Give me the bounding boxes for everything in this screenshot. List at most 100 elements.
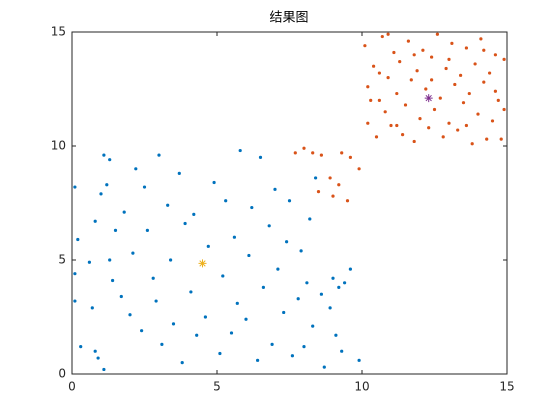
point	[111, 278, 115, 283]
point	[374, 135, 379, 139]
point	[409, 78, 413, 82]
point	[348, 155, 352, 159]
point	[131, 251, 135, 255]
point	[383, 110, 387, 114]
point	[218, 351, 222, 356]
plot-box	[71, 31, 508, 375]
point	[142, 185, 147, 189]
point	[450, 41, 454, 46]
point	[247, 253, 251, 258]
point	[96, 356, 100, 360]
point	[392, 50, 396, 55]
point	[287, 199, 292, 203]
point	[206, 244, 210, 248]
point	[377, 98, 381, 102]
point	[232, 235, 236, 239]
point	[285, 240, 289, 244]
point	[93, 219, 97, 223]
point	[415, 69, 419, 73]
point	[322, 365, 326, 369]
point	[258, 155, 263, 159]
point	[464, 123, 468, 128]
point	[102, 153, 106, 157]
point	[459, 73, 463, 77]
point	[154, 299, 158, 303]
point	[485, 137, 489, 141]
point	[221, 274, 225, 278]
point	[453, 82, 457, 87]
point	[473, 62, 477, 66]
point	[430, 78, 434, 82]
point	[464, 46, 468, 50]
point	[432, 107, 437, 112]
point	[203, 315, 207, 319]
point	[395, 91, 399, 96]
chart-title: 结果图	[269, 11, 308, 26]
point	[256, 358, 260, 362]
point	[456, 128, 460, 132]
point	[169, 258, 173, 262]
point	[444, 66, 448, 71]
y-tick-label: 5	[58, 253, 66, 267]
x-tick-label: 10	[354, 380, 369, 394]
point	[250, 205, 254, 210]
point	[79, 345, 83, 349]
point	[435, 32, 439, 36]
point	[418, 117, 422, 121]
centroid	[198, 259, 207, 268]
point	[357, 358, 361, 362]
point	[102, 367, 106, 372]
point	[128, 313, 132, 317]
point	[305, 281, 309, 285]
point	[421, 48, 425, 52]
x-tick-label: 0	[68, 380, 76, 394]
point	[282, 310, 286, 315]
point	[93, 349, 97, 353]
point	[183, 221, 187, 226]
point	[90, 306, 94, 310]
point	[319, 153, 323, 157]
point	[389, 123, 393, 128]
point	[372, 64, 376, 68]
point	[235, 301, 239, 305]
point	[398, 60, 402, 64]
point	[273, 187, 277, 191]
point	[340, 151, 344, 155]
point	[180, 361, 184, 365]
y-tick-label: 10	[51, 139, 66, 153]
point	[296, 297, 300, 301]
point	[502, 107, 506, 112]
point	[337, 183, 341, 187]
point	[493, 53, 497, 57]
point	[337, 285, 341, 289]
point	[438, 96, 442, 100]
point	[447, 57, 451, 61]
point	[366, 85, 370, 89]
point	[476, 112, 480, 116]
point	[299, 249, 303, 253]
point	[171, 322, 176, 326]
point	[363, 44, 367, 48]
point	[238, 148, 242, 153]
point	[430, 55, 434, 59]
point	[290, 354, 294, 358]
point	[316, 190, 321, 194]
point	[122, 210, 126, 214]
point	[311, 151, 315, 155]
point	[267, 224, 271, 228]
point	[229, 331, 234, 335]
point	[319, 292, 323, 296]
point	[467, 91, 471, 96]
point	[328, 306, 332, 310]
point	[490, 119, 495, 123]
point	[499, 137, 503, 141]
point	[493, 89, 497, 93]
point	[151, 276, 155, 280]
point	[357, 167, 361, 171]
point	[386, 32, 390, 36]
point	[427, 126, 431, 130]
point	[87, 260, 91, 264]
point	[119, 294, 123, 299]
point	[470, 142, 474, 146]
